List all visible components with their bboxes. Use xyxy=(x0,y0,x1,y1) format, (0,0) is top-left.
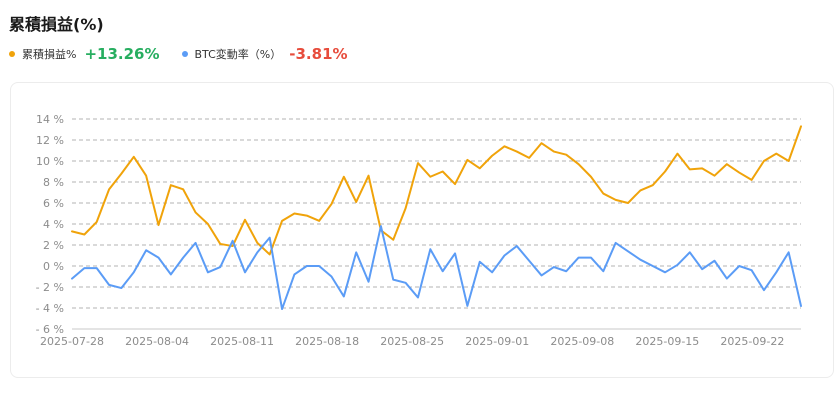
y-tick-label: 12 % xyxy=(36,134,64,147)
legend-value-pnl: +13.26% xyxy=(84,45,160,63)
legend-dot-btc xyxy=(181,51,188,57)
x-tick-label: 2025-08-18 xyxy=(295,335,359,348)
x-tick-label: 2025-08-04 xyxy=(125,335,189,348)
legend-dot-pnl xyxy=(9,51,15,57)
y-tick-label: 6 % xyxy=(43,197,64,210)
y-tick-label: 2 % xyxy=(43,239,64,252)
legend-value-btc: -3.81% xyxy=(289,45,348,63)
y-tick-label: - 2 % xyxy=(36,281,64,294)
y-tick-label: 10 % xyxy=(36,155,64,168)
x-tick-label: 2025-08-11 xyxy=(210,335,274,348)
y-tick-label: - 6 % xyxy=(36,323,64,336)
legend-label-pnl[interactable]: 累積損益% xyxy=(22,48,77,61)
y-tick-label: 8 % xyxy=(43,176,64,189)
x-tick-label: 2025-09-22 xyxy=(720,335,784,348)
x-tick-label: 2025-09-08 xyxy=(550,335,614,348)
y-tick-label: - 4 % xyxy=(36,302,64,315)
y-tick-label: 4 % xyxy=(43,218,64,231)
x-tick-label: 2025-07-28 xyxy=(40,335,104,348)
legend: 累積損益% +13.26% BTC変動率（%） -3.81% xyxy=(9,44,370,64)
x-tick-label: 2025-09-01 xyxy=(465,335,529,348)
y-tick-label: 14 % xyxy=(36,113,64,126)
legend-label-btc[interactable]: BTC変動率（%） xyxy=(194,48,282,61)
x-tick-label: 2025-09-15 xyxy=(635,335,699,348)
y-tick-label: 0 % xyxy=(43,260,64,273)
x-tick-label: 2025-08-25 xyxy=(380,335,444,348)
series-line-btc xyxy=(71,225,802,311)
page-title: 累積損益(%) xyxy=(9,15,104,34)
series-line-pnl xyxy=(71,125,802,256)
